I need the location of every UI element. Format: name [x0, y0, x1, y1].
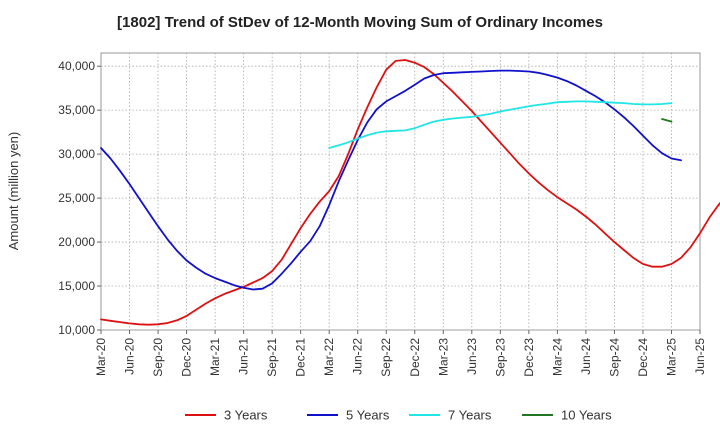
x-tick-label: Jun-24	[579, 338, 593, 375]
x-tick-label: Jun-23	[465, 338, 479, 375]
x-tick-label: Sep-20	[151, 338, 165, 377]
y-tick-label: 20,000	[58, 235, 95, 249]
x-tick-label: Sep-24	[607, 338, 621, 377]
y-tick-label: 40,000	[58, 59, 95, 73]
x-tick-label: Dec-20	[180, 338, 194, 377]
grid-lines	[101, 53, 700, 331]
legend-label-7-years: 7 Years	[448, 408, 492, 423]
y-axis-title: Amount (million yen)	[6, 132, 21, 251]
x-tick-label: Dec-22	[408, 338, 422, 377]
legend-label-5-years: 5 Years	[346, 408, 390, 423]
x-tick-label: Sep-21	[265, 338, 279, 377]
series-lines	[100, 59, 720, 326]
x-tick-label: Dec-21	[294, 338, 308, 377]
x-axis-ticks: Mar-20 Jun-20 Sep-20 Dec-20 Mar-21 Jun-21 Sep-…	[94, 330, 707, 377]
x-tick-label: Mar-23	[436, 338, 450, 376]
series-line-7-years	[328, 100, 673, 149]
series-line-10-years	[661, 118, 673, 123]
x-tick-label: Mar-21	[208, 338, 222, 376]
x-tick-label: Mar-22	[322, 338, 336, 376]
x-tick-label: Sep-23	[493, 338, 507, 377]
y-tick-label: 10,000	[58, 323, 95, 337]
y-axis-ticks: 10,000 15,000 20,000 25,000 30,000 35,000 40,0…	[58, 59, 101, 337]
legend: 3 Years 5 Years 7 Years 10 Years	[185, 408, 612, 423]
x-tick-label: Dec-24	[636, 338, 650, 377]
x-tick-label: Jun-25	[693, 338, 707, 375]
x-tick-label: Sep-22	[379, 338, 393, 377]
y-tick-label: 30,000	[58, 147, 95, 161]
plot-area	[100, 52, 701, 331]
x-tick-label: Jun-22	[351, 338, 365, 375]
y-tick-label: 35,000	[58, 103, 95, 117]
x-tick-label: Mar-25	[664, 338, 678, 376]
legend-label-3-years: 3 Years	[224, 408, 268, 423]
y-tick-label: 25,000	[58, 191, 95, 205]
x-tick-label: Mar-20	[94, 338, 108, 376]
chart-title: [1802] Trend of StDev of 12-Month Moving…	[117, 14, 603, 31]
y-tick-label: 15,000	[58, 279, 95, 293]
x-tick-label: Mar-24	[550, 338, 564, 376]
x-tick-label: Dec-23	[522, 338, 536, 377]
x-tick-label: Jun-20	[123, 338, 137, 375]
legend-label-10-years: 10 Years	[561, 408, 612, 423]
x-tick-label: Jun-21	[237, 338, 251, 375]
series-line-5-years	[100, 69, 682, 291]
series-line-3-years	[100, 59, 720, 326]
